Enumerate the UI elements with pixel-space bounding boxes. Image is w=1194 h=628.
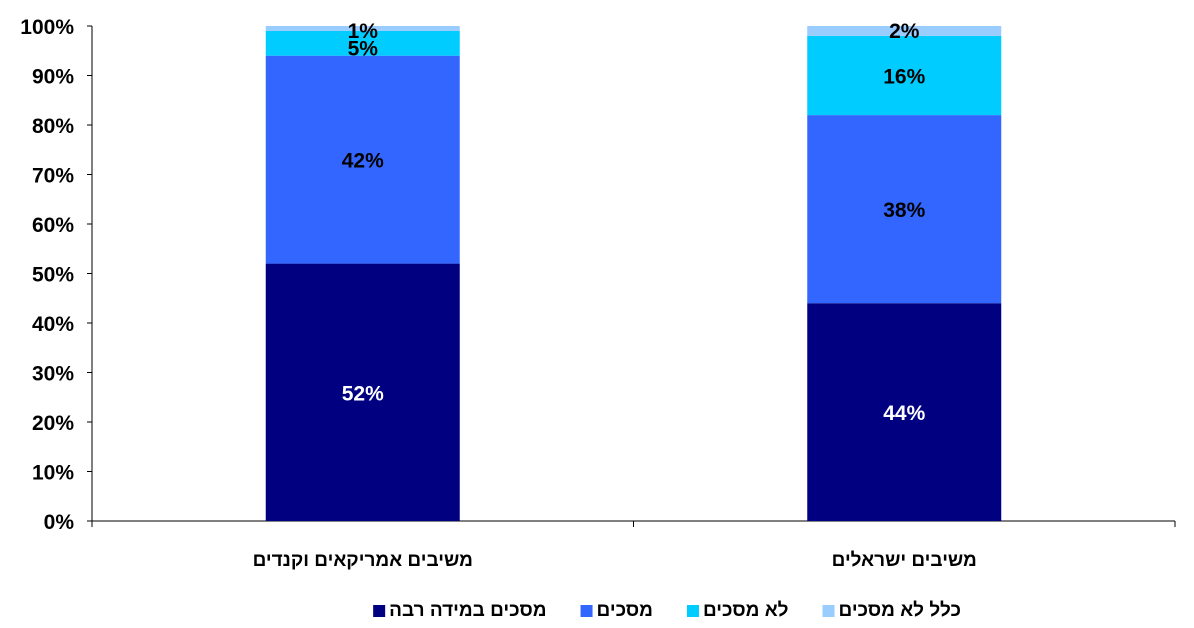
- data-label: 1%: [348, 20, 379, 43]
- bar-segment: [807, 115, 1002, 304]
- x-category-label: משיבים ישראלים: [832, 550, 977, 571]
- bar-segment: [265, 30, 460, 56]
- x-category-label: משיבים אמריקאים וקנדים: [253, 550, 473, 571]
- legend-label: לא מסכים: [703, 600, 789, 621]
- y-tick-label: 20%: [32, 412, 74, 435]
- data-label: 44%: [883, 402, 925, 425]
- x-axis: משיבים אמריקאים וקנדים משיבים ישראלים: [91, 520, 1176, 571]
- y-tick-label: 100%: [20, 16, 74, 39]
- y-tick-label: 30%: [32, 363, 74, 386]
- bar-segment: [265, 55, 460, 264]
- legend-swatch: [580, 605, 593, 617]
- bars: [265, 26, 1002, 521]
- data-label: 5%: [348, 37, 379, 60]
- bar-segment: [265, 263, 460, 521]
- y-tick-label: 50%: [32, 264, 74, 287]
- data-label: 16%: [883, 66, 925, 89]
- data-label: 38%: [883, 199, 925, 222]
- y-tick-label: 60%: [32, 214, 74, 237]
- y-tick-label: 10%: [32, 462, 74, 485]
- data-label: 42%: [342, 150, 384, 173]
- legend: כלל לא מסכים לא מסכים מסכים מסכים במידה רבה: [373, 600, 961, 621]
- bar-segment: [807, 35, 1002, 116]
- y-tick-label: 70%: [32, 165, 74, 188]
- data-label: 2%: [889, 20, 920, 43]
- data-label: 52%: [342, 382, 384, 405]
- legend-label: מסכים: [597, 600, 653, 621]
- y-tick-label: 80%: [32, 115, 74, 138]
- legend-label: כלל לא מסכים: [839, 600, 961, 621]
- bar-segment: [807, 303, 1002, 521]
- y-axis: 0% 10% 20% 30% 40% 50% 60% 70% 80% 90% 100%: [20, 16, 93, 534]
- y-tick-label: 0%: [44, 511, 75, 534]
- legend-swatch: [822, 605, 835, 617]
- y-tick-label: 90%: [32, 66, 74, 89]
- data-labels: 52% 42% 5%1% 44% 38% 16% 2%: [342, 20, 926, 425]
- legend-label: מסכים במידה רבה: [389, 600, 546, 621]
- legend-swatch: [373, 605, 386, 617]
- y-tick-label: 40%: [32, 313, 74, 336]
- legend-swatch: [686, 605, 699, 617]
- bar-segment: [807, 26, 1002, 36]
- bar-segment: [265, 26, 460, 31]
